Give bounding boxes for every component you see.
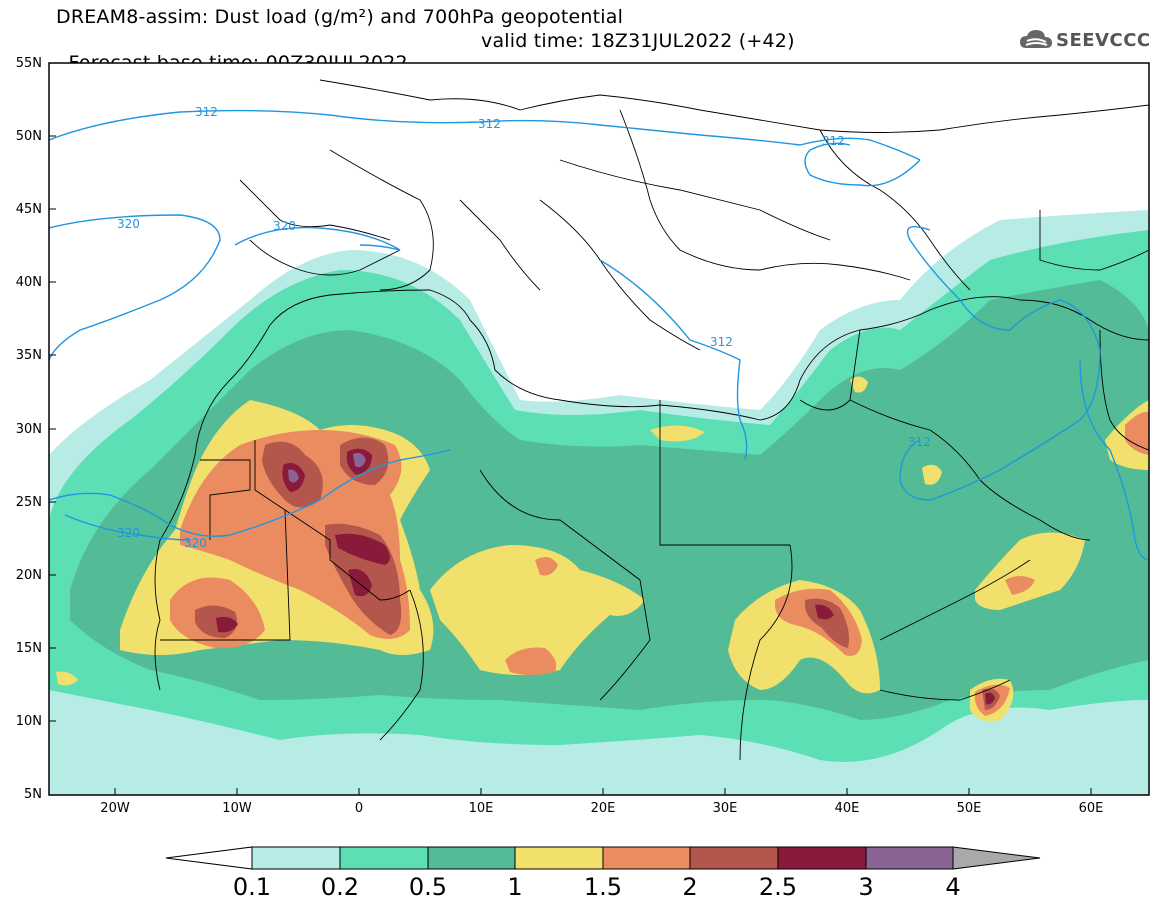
- geopotential-contours: [49, 109, 1149, 561]
- contour-label: 312: [908, 435, 931, 449]
- contour-312-east: [804, 142, 921, 187]
- dust-area-3-north: [353, 452, 366, 468]
- colorbar-label: 2: [682, 873, 698, 901]
- dust-area-2.5-mauritania: [216, 616, 238, 633]
- colorbar-label: 2.5: [758, 873, 798, 901]
- colorbar-swatch: [865, 846, 954, 870]
- contour-label: 312: [822, 134, 845, 148]
- contour-label: 320: [117, 526, 140, 540]
- colorbar-swatch: [339, 846, 429, 870]
- dust-area-1-libya: [650, 425, 705, 442]
- colorbar-label: 0.1: [232, 873, 272, 901]
- dust-area-2-sudan: [805, 598, 849, 648]
- contour-label: 312: [478, 117, 501, 131]
- seevccc-logo: SEEVCCC: [1018, 26, 1151, 56]
- contour-label: 312: [710, 335, 733, 349]
- map-title: DREAM8-assim: Dust load (g/m²) and 700hP…: [56, 6, 624, 28]
- colorbar-swatch: [251, 846, 341, 870]
- lat-ticks: [49, 62, 56, 722]
- lat-label: 45N: [15, 202, 42, 217]
- contour-312-central: [599, 259, 748, 461]
- lon-label: 20E: [590, 801, 616, 816]
- dust-fields: [49, 210, 1149, 795]
- dust-area-1.5-chad: [505, 647, 557, 675]
- contour-label: 320: [184, 536, 207, 550]
- logo-text: SEEVCCC: [1056, 30, 1151, 51]
- colorbar-low-arrow: [165, 846, 253, 870]
- country-borders: [154, 79, 1149, 761]
- colorbar-swatch: [514, 846, 604, 870]
- colorbar: [165, 846, 1041, 870]
- dust-area-1.5-niger: [535, 556, 558, 576]
- dust-area-1-iraq: [850, 376, 868, 393]
- colorbar-high-arrow: [952, 846, 1041, 870]
- valid-time: valid time: 18Z31JUL2022 (+42): [481, 30, 795, 52]
- dust-area-2.5-somalia: [985, 692, 995, 705]
- lon-label: 40E: [834, 801, 860, 816]
- dust-area-1.5-arabia: [1005, 576, 1035, 595]
- lon-label: 30E: [712, 801, 738, 816]
- lat-label: 50N: [15, 129, 42, 144]
- lat-label: 35N: [15, 348, 42, 363]
- colorbar-label: 1: [507, 873, 523, 901]
- contour-312-southeast: [899, 226, 1101, 501]
- lat-label: 20N: [15, 568, 42, 583]
- lon-label: 60E: [1078, 801, 1104, 816]
- dust-area-1-gulf: [922, 464, 942, 485]
- lon-label: 10E: [468, 801, 494, 816]
- lat-label: 30N: [15, 422, 42, 437]
- cloud-icon: [1020, 30, 1052, 48]
- lon-label: 0: [354, 801, 364, 816]
- lat-label: 40N: [15, 275, 42, 290]
- contour-320-south: [49, 449, 451, 537]
- colorbar-swatch: [602, 846, 691, 870]
- colorbar-swatch: [689, 846, 779, 870]
- lat-label: 55N: [15, 56, 42, 71]
- dust-area-2.5-central: [335, 533, 390, 565]
- dust-area-1-arabia: [975, 532, 1085, 610]
- dust-area-2.5-south: [348, 569, 372, 597]
- colorbar-label: 1.5: [583, 873, 623, 901]
- colorbar-label: 0.2: [320, 873, 360, 901]
- contour-320-central: [234, 226, 401, 251]
- dust-area-2.5-sudan: [815, 604, 834, 620]
- lat-label: 10N: [15, 714, 42, 729]
- contour-320-north: [49, 214, 221, 361]
- colorbar-label: 0.5: [408, 873, 448, 901]
- colorbar-swatch: [777, 846, 867, 870]
- lon-label: 50E: [956, 801, 982, 816]
- lon-label: 10W: [222, 801, 252, 816]
- colorbar-label: 4: [945, 873, 961, 901]
- dust-area-1.5-iran: [1125, 411, 1149, 455]
- dust-area-1-chad: [430, 545, 645, 675]
- dust-area-3-west: [288, 469, 299, 483]
- colorbar-label: 3: [858, 873, 874, 901]
- dust-area-1-westcoast: [56, 671, 78, 686]
- contour-312-north: [49, 109, 921, 161]
- contour-label: 320: [273, 219, 296, 233]
- contour-320-west: [64, 514, 191, 541]
- colorbar-swatch: [427, 846, 516, 870]
- contour-312-far-east: [1079, 359, 1149, 561]
- lat-label: 5N: [24, 787, 42, 802]
- lat-label: 15N: [15, 641, 42, 656]
- contour-labels: 312 312 312 312 312 320 320 320 320: [117, 105, 931, 550]
- lon-label: 20W: [100, 801, 130, 816]
- contour-label: 312: [195, 105, 218, 119]
- lon-ticks: [114, 788, 1092, 795]
- contour-label: 320: [117, 217, 140, 231]
- lat-label: 25N: [15, 495, 42, 510]
